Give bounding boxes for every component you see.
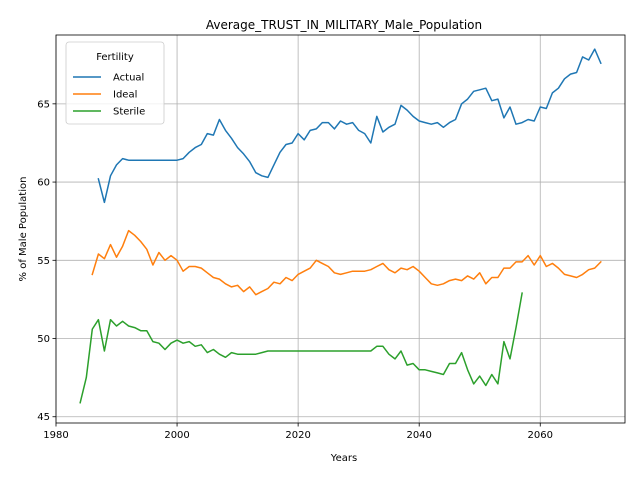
y-tick-label: 65: [37, 99, 50, 110]
series-line-sterile: [79, 292, 523, 404]
axis-ticks: 1980 2000 2020 2040 2060 45 50 55 60 65: [37, 99, 553, 441]
plot-frame: [55, 34, 626, 424]
legend: Fertility Actual Ideal Sterile: [65, 41, 165, 125]
legend-label-ideal: Ideal: [113, 90, 137, 101]
chart-title: Average_TRUST_IN_MILITARY_Male_Populatio…: [206, 18, 482, 32]
legend-entries: Actual Ideal Sterile: [73, 73, 145, 118]
x-tick-label: 2020: [285, 430, 310, 441]
x-tick-label: 2000: [164, 430, 189, 441]
series-lines: [79, 48, 602, 404]
legend-label-sterile: Sterile: [113, 107, 145, 118]
x-tick-label: 1980: [43, 430, 68, 441]
series-line-ideal: [91, 229, 602, 296]
y-tick-label: 45: [37, 412, 50, 423]
y-tick-label: 50: [37, 334, 50, 345]
legend-box: [65, 41, 165, 125]
y-tick-label: 60: [37, 178, 50, 189]
series-line-actual: [97, 48, 602, 204]
x-axis-title: Years: [330, 453, 357, 464]
x-tick-label: 2060: [528, 430, 553, 441]
y-tick-label: 55: [37, 256, 50, 267]
y-axis-title: % of Male Population: [18, 177, 29, 282]
x-tick-label: 2040: [406, 430, 431, 441]
legend-label-actual: Actual: [113, 73, 144, 84]
legend-title: Fertility: [96, 52, 134, 63]
